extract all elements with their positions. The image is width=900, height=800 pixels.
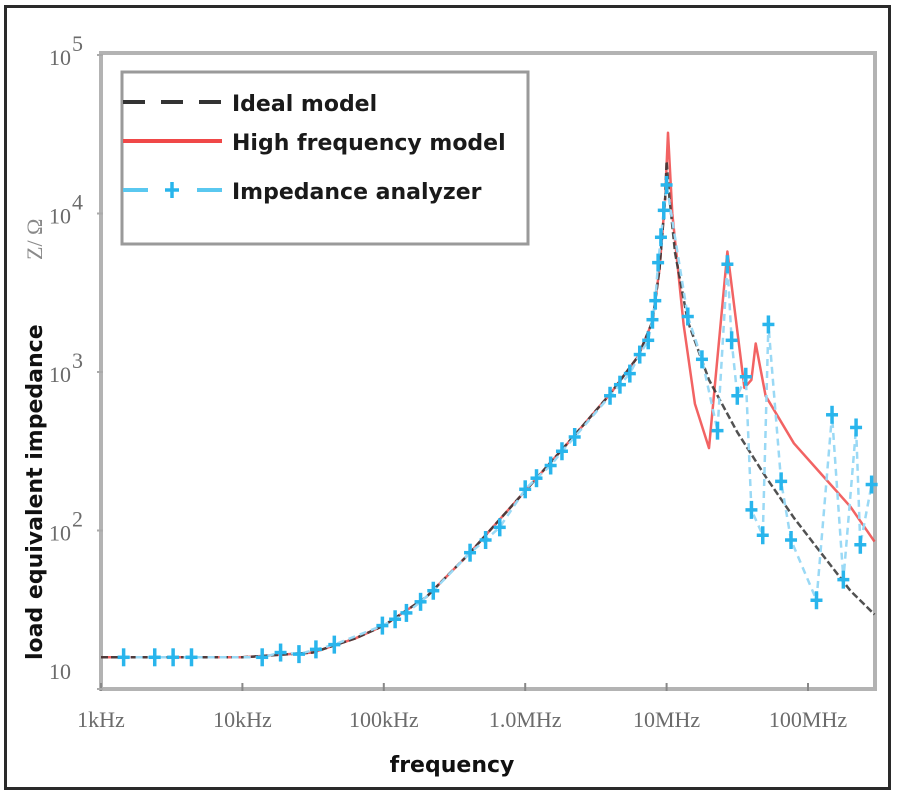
impedance-analyzer-marker bbox=[148, 648, 161, 667]
impedance-analyzer-marker bbox=[414, 592, 427, 611]
impedance-analyzer-marker bbox=[568, 427, 581, 446]
impedance-analyzer-marker bbox=[654, 228, 667, 247]
impedance-analyzer-marker bbox=[826, 405, 839, 424]
legend-label: Impedance analyzer bbox=[232, 180, 482, 205]
impedance-analyzer-marker bbox=[756, 526, 769, 545]
x-tick-label: 100MHz bbox=[769, 707, 847, 732]
impedance-analyzer-marker bbox=[646, 310, 659, 329]
impedance-analyzer-marker bbox=[427, 581, 440, 600]
impedance-analyzer-marker bbox=[555, 442, 568, 461]
x-tick-label: 10kHz bbox=[213, 707, 272, 732]
y-tick-exponent: 5 bbox=[72, 31, 83, 56]
impedance-analyzer-marker bbox=[810, 591, 823, 610]
impedance-analyzer-marker bbox=[400, 603, 413, 622]
impedance-analyzer-marker bbox=[739, 367, 752, 386]
impedance-analyzer-marker bbox=[544, 456, 557, 475]
x-axis-title: frequency bbox=[390, 753, 515, 778]
x-tick-label: 1kHz bbox=[77, 707, 125, 732]
impedance-analyzer-marker bbox=[711, 421, 724, 440]
y-tick-exponent: 3 bbox=[72, 348, 83, 373]
x-tick-label: 1.0MHz bbox=[489, 707, 562, 732]
legend-box bbox=[120, 70, 530, 246]
impedance-analyzer-marker bbox=[762, 315, 775, 334]
impedance-analyzer-marker bbox=[865, 475, 878, 494]
x-tick-label: 100kHz bbox=[349, 707, 419, 732]
impedance-analyzer-marker bbox=[657, 201, 670, 220]
legend: Ideal model High frequency model Impedance… bbox=[120, 70, 530, 246]
y-tick-exponent: 2 bbox=[72, 507, 83, 532]
x-tick-label: 10MHz bbox=[633, 707, 700, 732]
impedance-analyzer-marker bbox=[785, 531, 798, 550]
impedance-analyzer-marker bbox=[292, 645, 305, 664]
impedance-analyzer-marker bbox=[731, 386, 744, 405]
impedance-analyzer-marker bbox=[623, 364, 636, 383]
impedance-analyzer-marker bbox=[493, 518, 506, 537]
impedance-analyzer-marker bbox=[775, 472, 788, 491]
impedance-analyzer-marker bbox=[389, 610, 402, 629]
impedance-analyzer-marker bbox=[837, 570, 850, 589]
x-axis-ticks: 1kHz 10kHz 100kHz 1.0MHz 10MHz 100MHz bbox=[77, 683, 847, 732]
y-tick-label: 10 bbox=[49, 204, 71, 229]
y-tick-exponent: 4 bbox=[72, 190, 83, 215]
impedance-analyzer-marker bbox=[274, 643, 287, 662]
impedance-analyzer-marker bbox=[850, 418, 863, 437]
impedance-analyzer-marker bbox=[652, 253, 665, 272]
impedance-analyzer-marker bbox=[530, 469, 543, 488]
impedance-analyzer-marker bbox=[167, 648, 180, 667]
legend-label: Ideal model bbox=[232, 92, 377, 117]
impedance-analyzer-marker bbox=[328, 635, 341, 654]
y-tick-label: 10 bbox=[49, 659, 71, 684]
impedance-analyzer-marker bbox=[633, 345, 646, 364]
impedance-analyzer-marker bbox=[642, 331, 655, 350]
legend-label: High frequency model bbox=[232, 131, 506, 156]
impedance-analyzer-marker bbox=[479, 531, 492, 550]
y-axis-title-group: load equivalent impedance Z/ Ω bbox=[22, 219, 48, 660]
impedance-analyzer-marker bbox=[660, 175, 673, 194]
impedance-analyzer-marker bbox=[695, 350, 708, 369]
impedance-analyzer-marker bbox=[117, 648, 130, 667]
impedance-analyzer-marker bbox=[604, 386, 617, 405]
impedance-analyzer-marker bbox=[376, 616, 389, 635]
impedance-analyzer-marker bbox=[681, 307, 694, 326]
series-line-impedance-analyzer bbox=[123, 184, 873, 659]
impedance-analyzer-marker bbox=[854, 535, 867, 554]
impedance-analyzer-marker bbox=[256, 648, 269, 667]
y-axis-title: load equivalent impedance bbox=[23, 324, 48, 660]
impedance-analyzer-marker bbox=[721, 255, 734, 274]
impedance-analyzer-marker bbox=[309, 640, 322, 659]
y-axis-unit: Z/ Ω bbox=[22, 219, 47, 260]
impedance-analyzer-marker bbox=[725, 331, 738, 350]
impedance-analyzer-marker bbox=[745, 500, 758, 519]
impedance-analyzer-marker bbox=[185, 648, 198, 667]
y-tick-label: 10 bbox=[49, 45, 71, 70]
impedance-analyzer-marker bbox=[613, 375, 626, 394]
impedance-analyzer-marker bbox=[649, 291, 662, 310]
series-layer bbox=[101, 131, 878, 667]
y-tick-label: 10 bbox=[49, 362, 71, 387]
y-tick-label: 10 bbox=[49, 521, 71, 546]
impedance-analyzer-marker bbox=[464, 543, 477, 562]
impedance-analyzer-marker bbox=[519, 480, 532, 499]
